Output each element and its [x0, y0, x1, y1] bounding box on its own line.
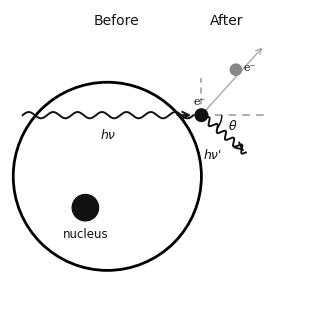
Text: Before: Before	[94, 14, 140, 28]
Text: θ: θ	[229, 120, 237, 133]
Text: nucleus: nucleus	[63, 228, 108, 241]
Text: hν': hν'	[204, 149, 222, 163]
Circle shape	[13, 82, 201, 270]
Circle shape	[195, 109, 208, 122]
Text: hν: hν	[101, 129, 116, 142]
Text: e⁻: e⁻	[194, 97, 206, 107]
Text: e⁻: e⁻	[244, 63, 256, 73]
Circle shape	[230, 64, 242, 75]
Circle shape	[72, 194, 99, 221]
Text: After: After	[210, 14, 243, 28]
